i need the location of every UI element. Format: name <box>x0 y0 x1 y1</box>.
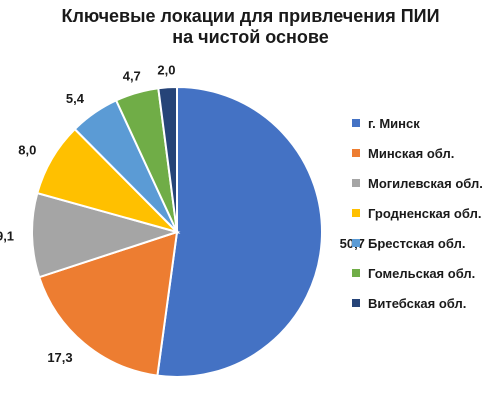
legend-item-4: Брестская обл. <box>352 228 483 258</box>
data-label-5: 4,7 <box>123 68 141 83</box>
data-label-4: 5,4 <box>66 91 85 106</box>
data-label-1: 17,3 <box>47 350 72 365</box>
legend-swatch <box>352 119 360 127</box>
legend-swatch <box>352 209 360 217</box>
chart-title-line-2: на чистой основе <box>172 27 329 47</box>
data-label-6: 2,0 <box>157 62 175 77</box>
pie-slice-6 <box>157 85 178 233</box>
pie-slice-1 <box>37 230 179 377</box>
pie-slice-2 <box>31 191 181 279</box>
legend-item-3: Гродненская обл. <box>352 198 483 228</box>
legend-swatch <box>352 149 360 157</box>
chart-title-line-1: Ключевые локации для привлечения ПИИ <box>61 6 440 26</box>
data-label-3: 8,0 <box>18 143 36 158</box>
legend-label: Брестская обл. <box>368 235 466 251</box>
data-label-2: 9,1 <box>0 229 14 244</box>
legend-swatch <box>352 179 360 187</box>
legend-item-5: Гомельская обл. <box>352 258 483 288</box>
legend-item-1: Минская обл. <box>352 138 483 168</box>
legend-item-2: Могилевская обл. <box>352 168 483 198</box>
legend-item-0: г. Минск <box>352 108 483 138</box>
legend-label: Минская обл. <box>368 145 455 161</box>
legend-label: Могилевская обл. <box>368 175 483 191</box>
chart-title: Ключевые локации для привлечения ПИИ на … <box>0 6 501 48</box>
legend-label: Гродненская обл. <box>368 205 482 221</box>
legend-swatch <box>352 239 360 247</box>
legend-item-6: Витебская обл. <box>352 288 483 318</box>
legend-label: Гомельская обл. <box>368 265 476 281</box>
chart-legend: г. Минск Минская обл. Могилевская обл. Грод… <box>352 108 483 318</box>
legend-swatch <box>352 299 360 307</box>
legend-swatch <box>352 269 360 277</box>
legend-label: г. Минск <box>368 115 420 131</box>
legend-label: Витебская обл. <box>368 295 467 311</box>
pie-slice-0 <box>156 85 323 378</box>
